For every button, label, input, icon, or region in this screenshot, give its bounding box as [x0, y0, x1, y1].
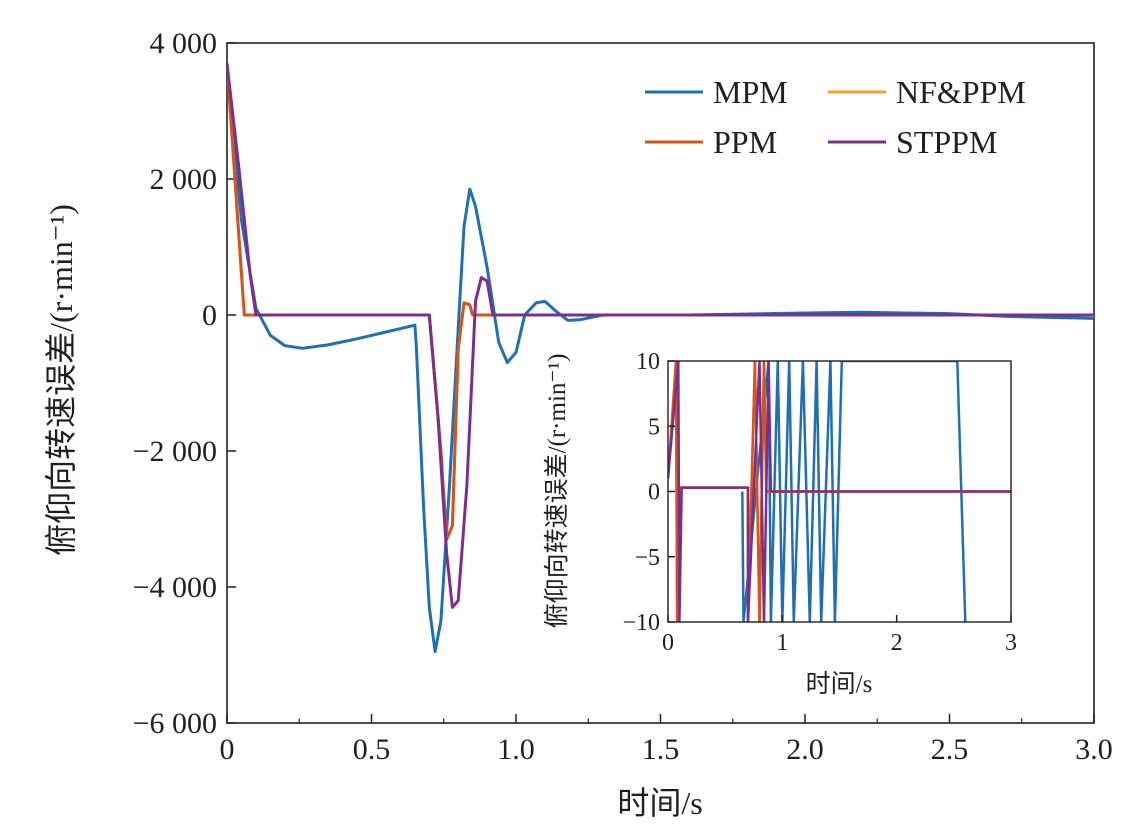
inset-x-tick-label: 3 — [1005, 630, 1017, 656]
inset-series-ppm — [668, 361, 1011, 622]
main-x-tick-label: 3.0 — [1075, 733, 1113, 766]
inset-x-tick-label: 1 — [776, 630, 788, 656]
legend-label-ppm: PPM — [713, 124, 777, 160]
inset-y-tick-label: 5 — [648, 414, 660, 440]
inset-x-tick-label: 0 — [662, 630, 674, 656]
main-axes: 0 0.5 1.0 1.5 2.0 2.5 3.0 −6 000 −4 000 −2 000 0 2 … — [133, 27, 1113, 766]
main-y-tick-label: −4 000 — [133, 571, 217, 604]
main-y-tick-label: 0 — [202, 299, 217, 332]
main-y-tick-label: −2 000 — [133, 435, 217, 468]
main-series-stppm — [227, 63, 1094, 609]
inset-lines — [668, 361, 1011, 622]
main-x-tick-label: 2.5 — [931, 733, 969, 766]
inset-y-axis-title: 俯仰向转速误差/(r·min⁻¹) — [543, 354, 571, 629]
main-y-tick-label: −6 000 — [133, 707, 217, 740]
main-x-tick-label: 1.5 — [642, 733, 680, 766]
inset-axes: 0 1 2 3 −10 −5 0 5 10 — [622, 349, 1017, 656]
legend-label-nfppm: NF&PPM — [896, 74, 1026, 110]
inset-y-tick-label: −5 — [634, 545, 660, 571]
main-x-tick-label: 0 — [220, 733, 235, 766]
main-x-tick-label: 0.5 — [353, 733, 391, 766]
inset-x-axis-title: 时间/s — [806, 670, 873, 698]
inset-series-mpm — [741, 361, 967, 622]
inset-x-tick-label: 2 — [891, 630, 903, 656]
main-x-tick-label: 2.0 — [786, 733, 824, 766]
inset-chart: 0 1 2 3 −10 −5 0 5 10 时间/s 俯仰向转速误差/(r·min⁻¹) — [543, 349, 1017, 698]
inset-y-tick-label: −10 — [622, 610, 660, 636]
main-y-tick-label: 2 000 — [150, 163, 218, 196]
inset-y-tick-label: 10 — [636, 349, 660, 375]
legend-label-mpm: MPM — [713, 74, 788, 110]
main-y-axis-title: 俯仰向转速误差/(r·min⁻¹) — [43, 204, 79, 556]
main-x-tick-label: 1.0 — [497, 733, 535, 766]
main-x-axis-title: 时间/s — [617, 785, 702, 821]
main-lines — [227, 63, 1094, 654]
legend: MPM NF&PPM PPM STPPM — [645, 74, 1026, 160]
inset-series-stppm — [668, 361, 1011, 622]
legend-label-stppm: STPPM — [896, 124, 997, 160]
main-y-tick-label: 4 000 — [150, 27, 218, 60]
inset-y-tick-label: 0 — [648, 480, 660, 506]
